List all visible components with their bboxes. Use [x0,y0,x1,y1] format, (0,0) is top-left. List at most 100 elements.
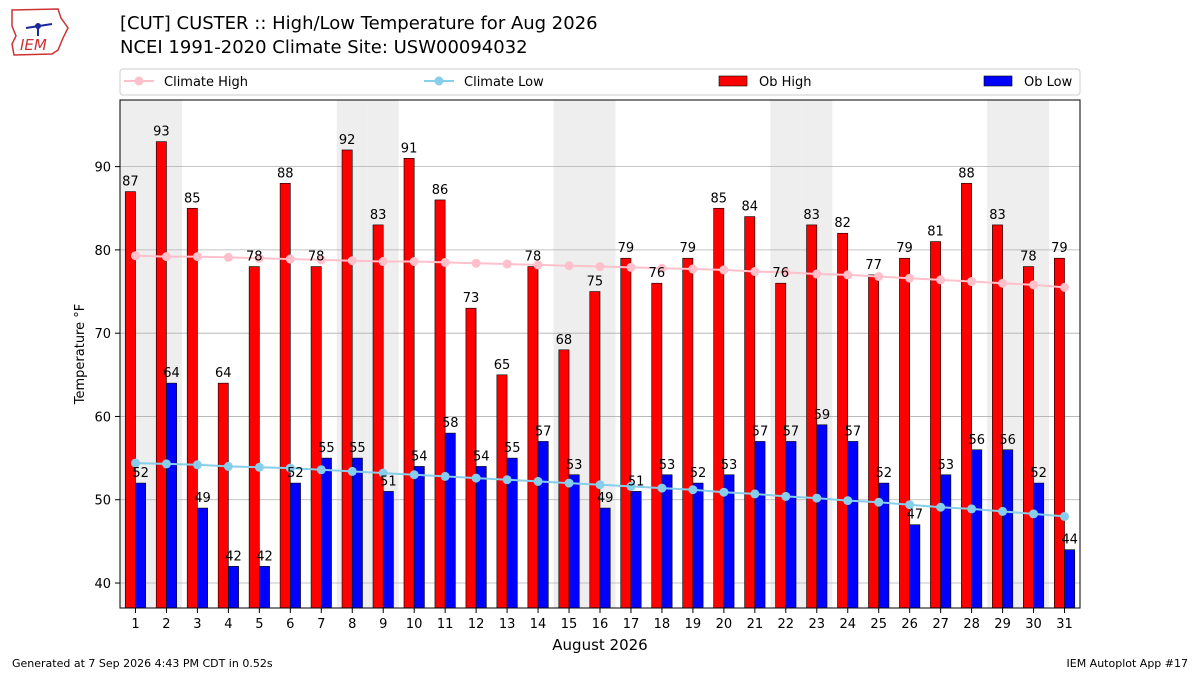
x-tick-label-26: 26 [901,617,918,632]
climate-high-point-day-17 [626,262,636,272]
legend-box [119,68,1081,96]
bar-low-day-1 [135,482,147,609]
label-high-day-16: 75 [587,275,604,290]
y-tick-label-90: 90 [94,161,111,176]
climate-high-point-day-7 [316,255,326,265]
bar-high-day-13 [496,374,508,609]
label-low-day-9: 51 [380,474,397,489]
x-tick-label-22: 22 [778,617,795,632]
label-high-day-27: 81 [927,225,944,240]
bars [124,141,1076,609]
climate-low-point-day-20 [719,487,729,497]
label-low-day-2: 64 [163,366,180,381]
x-tick-label-1: 1 [131,617,139,632]
climate-high-point-day-15 [564,261,574,271]
climate-high-point-day-23 [812,269,822,279]
label-high-day-2: 93 [153,125,170,140]
label-high-day-7: 78 [308,250,325,265]
x-tick-label-10: 10 [406,617,423,632]
x-tick-label-14: 14 [530,617,547,632]
climate-high-point-day-8 [347,256,357,266]
climate-low-point-day-5 [254,462,264,472]
label-high-day-23: 83 [803,208,820,223]
bar-value-labels: 87 52 93 64 85 49 64 42 78 42 88 52 78 55 92 55 83 51 91 54… [122,125,1078,565]
x-tick-label-23: 23 [809,617,826,632]
label-high-day-17: 79 [618,241,635,256]
x-tick-label-11: 11 [437,617,454,632]
climate-high-point-day-13 [502,259,512,269]
x-tick-label-3: 3 [193,617,201,632]
climate-high-point-day-10 [409,257,419,267]
iowa-outline-icon [11,8,69,56]
footer-app: IEM Autoplot App #17 [1066,657,1189,670]
chart-title: [CUT] CUSTER :: High/Low Temperature for… [120,13,598,34]
bar-low-day-7 [320,457,332,609]
label-low-day-8: 55 [349,441,366,456]
bar-high-day-22 [775,282,787,609]
label-high-day-10: 91 [401,141,418,156]
climate-high-point-day-20 [719,265,729,275]
climate-high-point-day-21 [750,267,760,277]
bar-high-day-28 [961,182,972,609]
climate-high-legend-marker [134,76,144,86]
climate-high-point-day-30 [1029,280,1039,290]
bar-high-day-25 [868,274,880,609]
label-low-day-24: 57 [845,424,862,439]
ob-low-legend-label: Ob Low [1024,75,1073,90]
bar-low-day-28 [971,449,983,609]
climate-high-point-day-27 [936,275,946,285]
bar-low-day-2 [166,382,177,609]
y-tick-label-60: 60 [94,410,111,425]
x-tick-label-2: 2 [162,617,170,632]
label-high-day-25: 77 [865,258,882,273]
climate-high-point-day-14 [533,260,543,270]
label-low-day-11: 58 [442,416,459,431]
x-tick-label-15: 15 [561,617,578,632]
climate-high-point-day-22 [781,267,791,277]
label-high-day-28: 88 [958,166,975,181]
label-low-day-16: 49 [597,491,614,506]
ob-low-legend-swatch [983,75,1013,87]
climate-high-point-day-16 [595,262,605,272]
label-low-day-13: 55 [504,441,521,456]
x-tick-label-28: 28 [963,617,980,632]
label-high-day-1: 87 [122,175,139,190]
bar-high-day-30 [1023,266,1034,609]
bar-low-day-11 [444,432,456,609]
label-high-day-13: 65 [494,358,511,373]
label-high-day-3: 85 [184,191,201,206]
label-high-day-11: 86 [432,183,449,198]
y-tick-label-40: 40 [94,577,111,592]
bar-low-day-19 [692,482,704,609]
label-high-day-6: 88 [277,166,294,181]
label-high-day-21: 84 [741,200,758,215]
climate-low-point-day-24 [843,496,853,506]
bar-low-day-15 [568,474,580,609]
bar-high-day-7 [310,266,322,609]
climate-low-point-day-11 [440,471,450,481]
legend-item-climate-high: Climate High [124,75,248,90]
label-low-day-25: 52 [876,466,893,481]
bar-low-day-6 [290,482,301,609]
label-high-day-30: 78 [1020,250,1037,265]
label-high-day-15: 68 [556,333,573,348]
climate-low-point-day-15 [564,478,574,488]
x-tick-label-17: 17 [623,617,640,632]
x-tick-label-16: 16 [592,617,609,632]
label-high-day-29: 83 [989,208,1006,223]
climate-high-point-day-31 [1060,282,1070,292]
label-low-day-12: 54 [473,449,490,464]
label-high-day-8: 92 [339,133,356,148]
legend-item-climate-low: Climate Low [424,75,544,90]
bar-high-day-18 [651,282,663,609]
x-tick-label-9: 9 [379,617,387,632]
climate-high-point-day-9 [378,257,388,267]
bar-low-day-21 [754,441,766,609]
climate-low-point-day-16 [595,480,605,490]
bar-high-day-31 [1053,257,1065,609]
y-tick-label-50: 50 [94,494,111,509]
iem-logo: IEM [11,8,69,56]
legend: Climate High Climate Low Ob High Ob Low [119,68,1081,96]
climate-low-legend-label: Climate Low [464,75,544,90]
